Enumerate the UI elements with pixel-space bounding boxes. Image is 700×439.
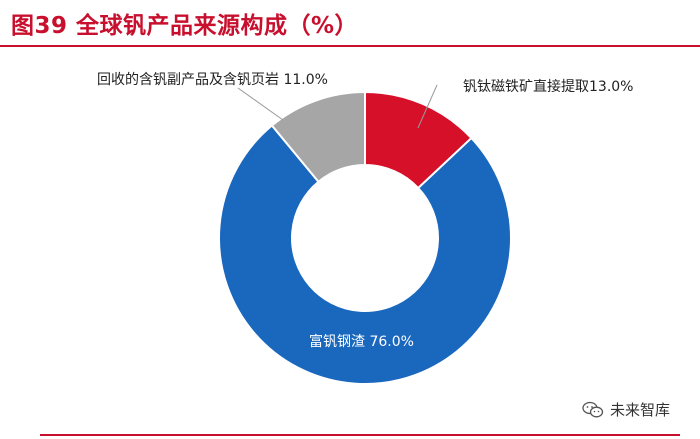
- watermark: 未来智库: [582, 399, 670, 420]
- leader-line-vtm: [417, 84, 438, 129]
- footer-divider: [40, 434, 680, 436]
- wechat-icon: [582, 401, 604, 417]
- slice-label-slag: 富钒钢渣 76.0%: [309, 334, 414, 350]
- slice-label-recycled: 回收的含钒副产品及含钒页岩 11.0%: [97, 72, 328, 88]
- slice-vanadium-slag: [218, 124, 512, 385]
- slice-label-vtm: 钒钛磁铁矿直接提取13.0%: [463, 79, 634, 95]
- watermark-text: 未来智库: [610, 401, 671, 419]
- chart-title: 图39 全球钒产品来源构成（%）: [11, 13, 359, 39]
- leader-line-recycled: [237, 87, 284, 121]
- slice-recycled: [270, 90, 366, 184]
- title-divider: [0, 45, 700, 47]
